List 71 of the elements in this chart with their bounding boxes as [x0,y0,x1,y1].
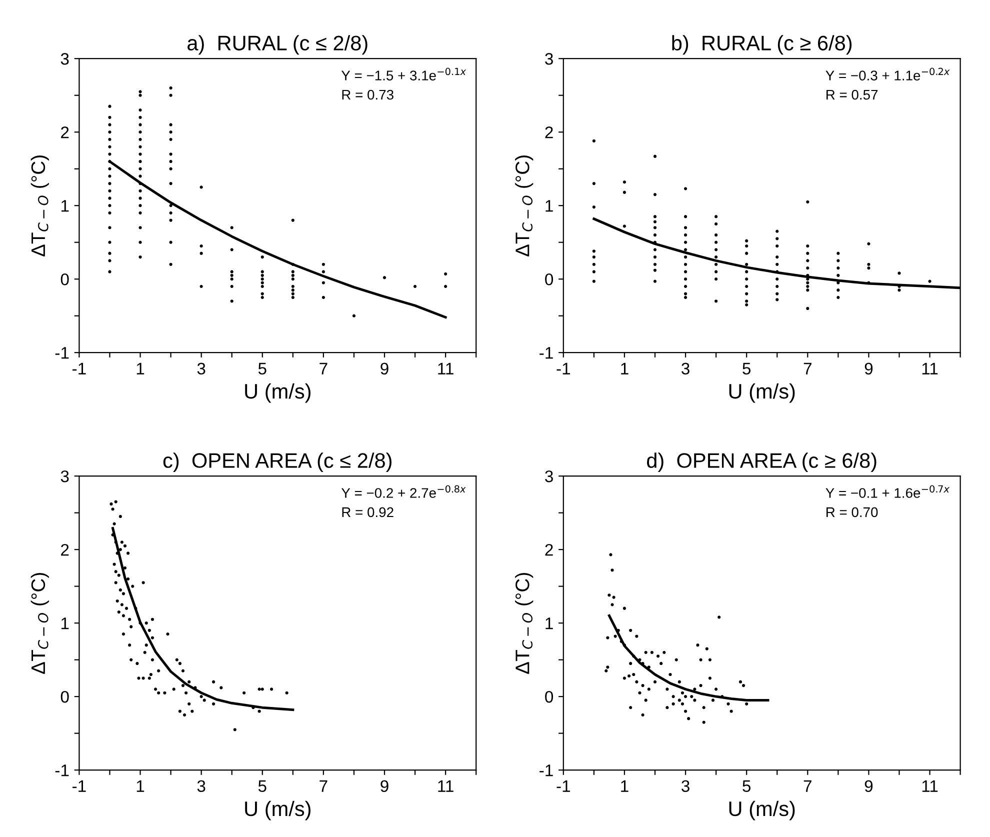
x-tick-label: -1 [72,362,86,374]
chart-title: d) OPEN AREA (c ≥ 6/8) [647,452,876,472]
y-tick-label: 0 [60,690,69,703]
y-tick-label: -1 [55,347,69,359]
x-tick-label: 1 [621,362,628,374]
annotation: R = 0.57 [826,90,878,100]
x-axis-title: U (m/s) [729,800,795,820]
y-tick-label: 0 [545,690,554,703]
x-tick-label: 1 [136,362,144,374]
annotation: R = 0.73 [342,90,394,100]
x-tick-label: 5 [258,780,266,792]
x-tick-label: 5 [742,362,751,375]
x-tick-label: 9 [864,362,873,375]
y-tick-label: -1 [55,764,69,776]
x-tick-label: 11 [438,362,454,374]
x-tick-label: 11 [922,362,938,374]
x-tick-label: 3 [197,780,206,792]
y-tick-label: -1 [540,347,553,359]
y-tick-label: 1 [546,200,553,212]
y-tick-label: 2 [545,126,553,138]
annotation: Y = −1.5 + 3.1e$^{−0.1x}$ [341,68,466,80]
x-tick-label: 9 [864,780,873,792]
chart-title: a) RURAL (c ≤ 2/8) [188,35,368,55]
x-tick-label: -1 [556,362,570,374]
y-axis-title: ΔT$_{C−O}$ (°C) [30,573,49,674]
y-tick-label: 1 [61,200,69,212]
x-tick-label: 7 [320,780,328,792]
x-tick-label: 7 [804,780,812,792]
chart-title: b) RURAL (c ≥ 6/8) [672,35,852,55]
x-tick-label: 9 [380,780,388,792]
y-tick-label: 2 [61,544,69,556]
y-tick-label: 1 [546,618,553,630]
y-tick-label: 1 [61,618,69,630]
x-tick-label: 11 [438,780,454,792]
y-axis-title: ΔT$_{C−O}$ (°C) [515,156,534,256]
x-tick-label: 11 [922,780,938,792]
annotation: Y = −0.2 + 2.7e$^{−0.8x}$ [341,485,466,498]
x-tick-label: 5 [258,362,266,375]
y-tick-label: 3 [60,52,69,65]
x-tick-label: 3 [682,780,690,792]
x-tick-label: -1 [72,780,86,792]
y-tick-label: 3 [545,470,553,482]
x-axis-title: U (m/s) [729,383,795,403]
annotation: R = 0.92 [342,507,394,518]
y-tick-label: -1 [540,764,553,776]
x-axis-title: U (m/s) [245,383,310,403]
y-tick-label: 2 [61,126,69,138]
x-tick-label: -1 [556,780,570,792]
annotation: Y = −0.1 + 1.6e$^{−0.7x}$ [826,485,950,498]
x-tick-label: 7 [804,362,812,374]
y-axis-title: ΔT$_{C−O}$ (°C) [515,573,534,674]
y-tick-label: 3 [60,470,69,482]
y-tick-label: 0 [60,273,69,286]
x-axis-title: U (m/s) [245,800,310,820]
line-series [112,526,294,712]
line-series [108,160,447,319]
x-tick-label: 5 [742,780,751,792]
annotation: Y = −0.3 + 1.1e$^{−0.2x}$ [826,68,950,80]
x-tick-label: 1 [621,780,628,792]
x-tick-label: 1 [136,780,144,792]
x-tick-label: 9 [380,362,388,375]
y-tick-label: 2 [545,544,553,556]
x-tick-label: 3 [197,362,206,375]
y-tick-label: 0 [545,273,554,286]
y-tick-label: 3 [545,52,553,65]
line-series [608,614,770,702]
y-axis-title: ΔT$_{C−O}$ (°C) [30,156,49,256]
chart-title: c) OPEN AREA (c ≤ 2/8) [163,452,392,472]
x-tick-label: 3 [682,362,690,375]
x-tick-label: 7 [320,362,328,374]
annotation: R = 0.70 [826,507,878,518]
